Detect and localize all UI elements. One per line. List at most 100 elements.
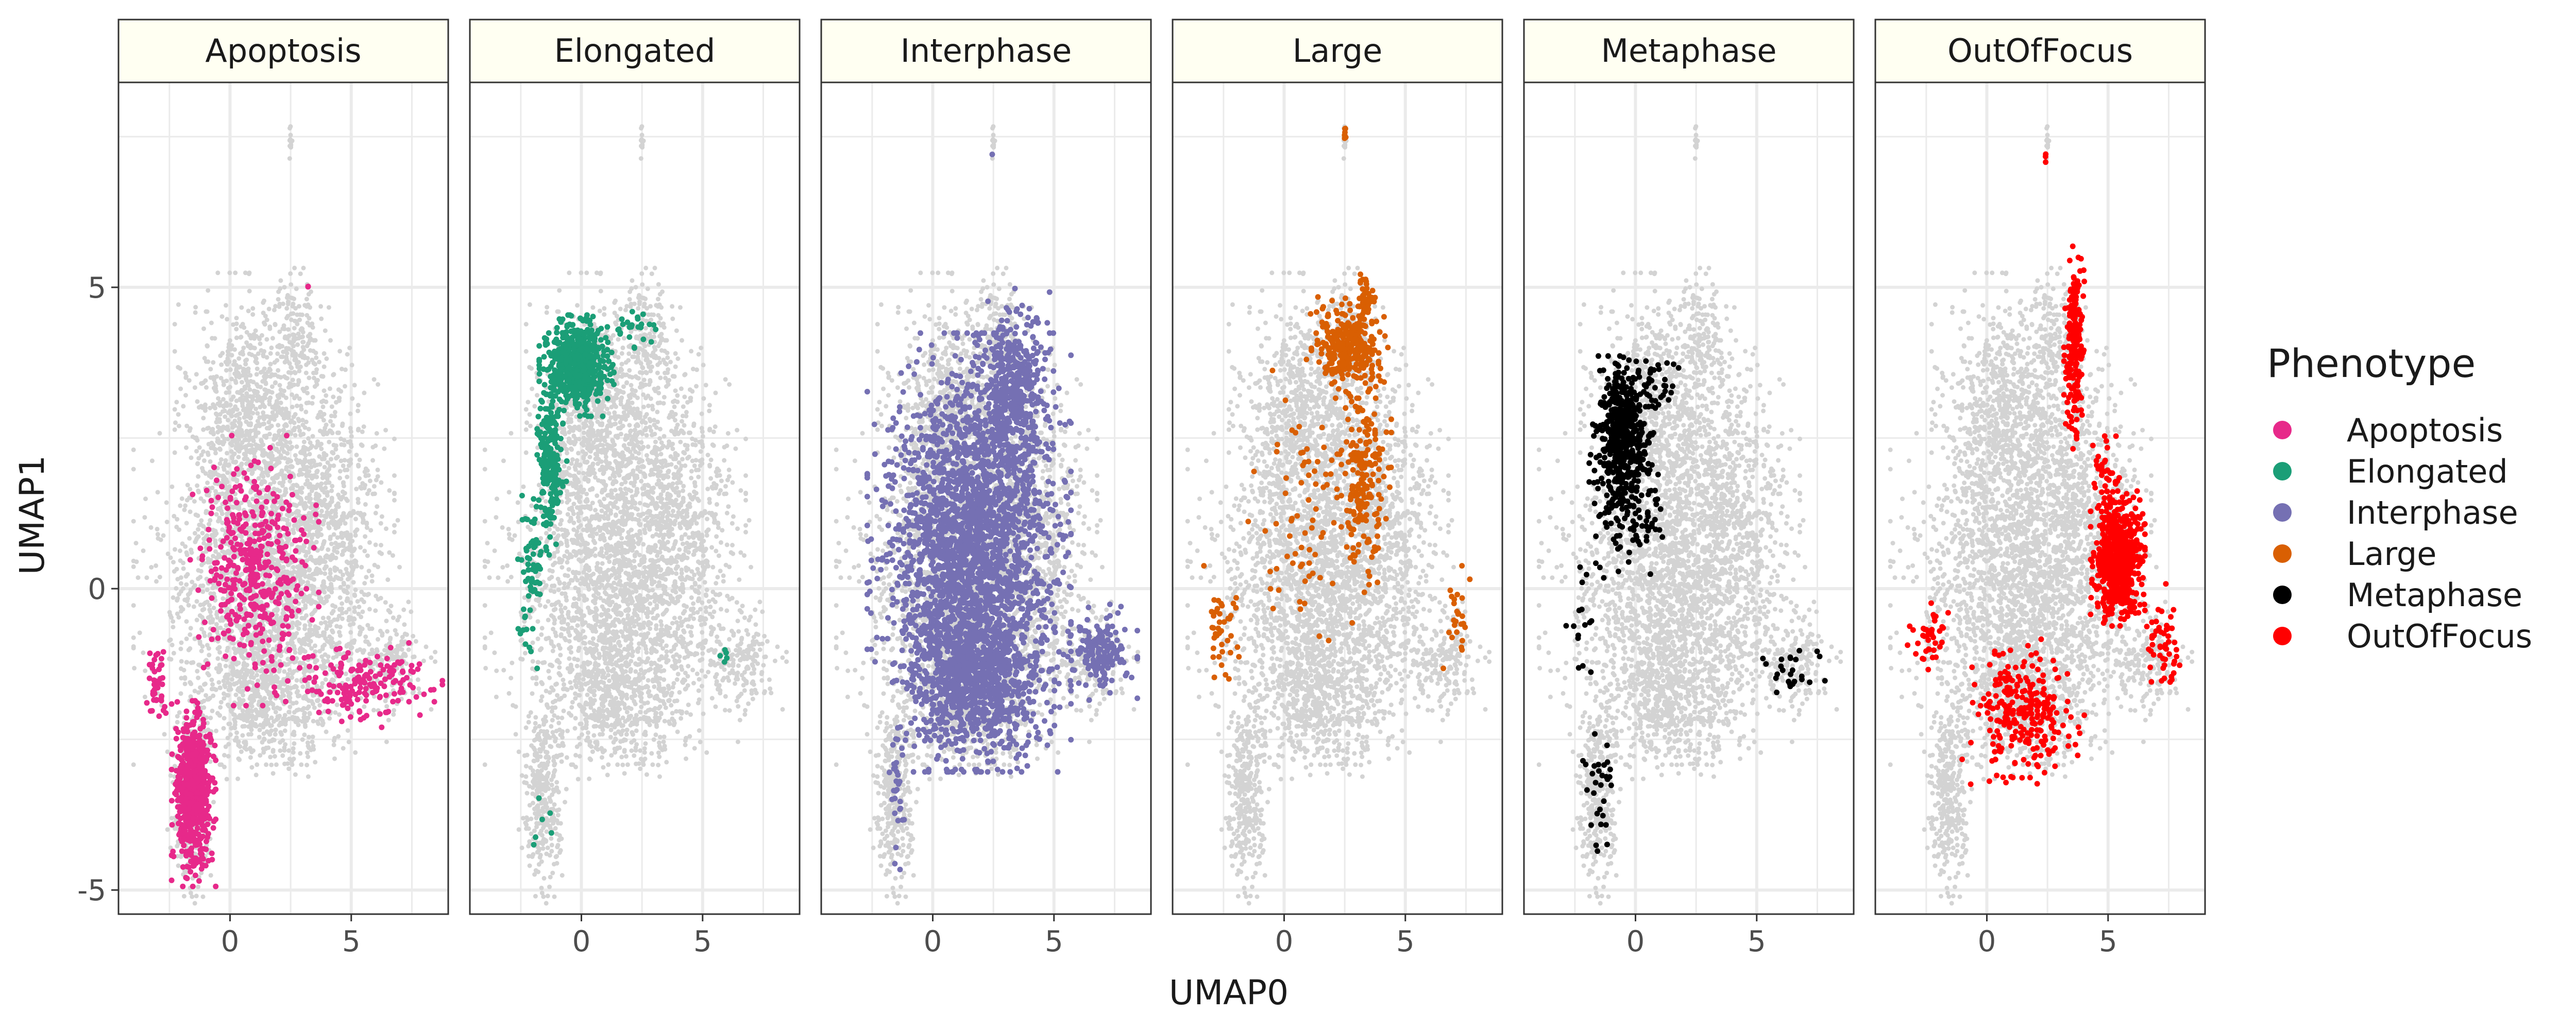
background-point — [323, 571, 327, 576]
background-point — [214, 622, 219, 627]
background-point — [246, 468, 251, 472]
background-point — [303, 409, 308, 414]
background-point — [228, 385, 232, 389]
background-point — [321, 418, 326, 422]
background-point — [362, 390, 366, 395]
background-point — [261, 474, 265, 479]
background-point — [241, 322, 245, 327]
background-point — [362, 424, 366, 429]
background-point — [274, 436, 278, 440]
background-point — [299, 451, 303, 455]
background-point — [173, 322, 177, 327]
background-point — [233, 414, 238, 418]
background-point — [317, 454, 321, 459]
background-point — [291, 428, 296, 433]
background-point — [183, 503, 188, 508]
background-point — [188, 428, 192, 433]
background-point — [251, 380, 256, 384]
background-point — [149, 525, 154, 530]
background-point — [131, 564, 136, 569]
background-point — [178, 548, 182, 553]
background-point — [261, 352, 265, 357]
background-point — [314, 351, 318, 355]
background-point — [177, 527, 181, 532]
background-point — [131, 559, 136, 563]
background-point — [276, 405, 281, 409]
background-point — [308, 452, 312, 456]
background-point — [176, 302, 181, 307]
background-point — [340, 518, 344, 523]
background-point — [328, 386, 332, 391]
background-point — [231, 394, 236, 399]
background-point — [276, 368, 280, 373]
background-point — [255, 367, 260, 371]
background-point — [143, 496, 148, 501]
background-point — [291, 565, 296, 570]
background-point — [351, 511, 356, 516]
background-point — [334, 504, 338, 508]
background-point — [212, 531, 217, 536]
background-point — [175, 567, 179, 572]
background-point — [134, 541, 139, 545]
background-point — [238, 411, 242, 416]
background-point — [354, 487, 359, 491]
background-point — [195, 599, 199, 604]
background-point — [213, 500, 218, 505]
background-point — [300, 486, 304, 490]
background-point — [254, 356, 259, 361]
background-point — [323, 426, 327, 431]
background-point — [259, 370, 263, 375]
background-point — [333, 511, 338, 516]
background-point — [234, 399, 239, 403]
background-point — [239, 335, 244, 339]
background-point — [228, 338, 232, 343]
background-point — [210, 470, 215, 475]
background-point — [283, 489, 287, 494]
background-point — [235, 407, 240, 412]
background-point — [383, 428, 388, 433]
background-point — [161, 533, 166, 538]
background-point — [218, 353, 223, 358]
background-point — [260, 333, 264, 338]
background-point — [280, 344, 284, 349]
background-point — [288, 465, 293, 469]
background-point — [286, 447, 291, 451]
background-point — [273, 380, 278, 385]
background-point — [311, 434, 315, 439]
background-point — [276, 456, 281, 461]
background-point — [249, 353, 254, 357]
background-point — [315, 439, 320, 444]
background-point — [200, 531, 205, 536]
background-point — [178, 503, 182, 508]
background-point — [155, 527, 160, 531]
background-point — [267, 432, 272, 436]
background-point — [295, 444, 299, 449]
background-point — [280, 406, 285, 411]
background-point — [208, 367, 213, 371]
background-point — [131, 519, 136, 524]
background-point — [209, 475, 214, 479]
background-point — [199, 496, 204, 501]
background-point — [241, 352, 245, 356]
background-point — [201, 602, 206, 607]
background-point — [209, 441, 214, 445]
background-point — [211, 360, 215, 365]
background-point — [222, 383, 226, 387]
background-point — [337, 349, 342, 353]
background-point — [187, 536, 192, 541]
background-point — [211, 430, 215, 434]
background-point — [286, 469, 291, 474]
background-point — [205, 310, 210, 314]
background-point — [184, 619, 189, 624]
background-point — [194, 435, 199, 440]
background-point — [231, 460, 236, 465]
background-point — [178, 366, 182, 371]
background-point — [201, 469, 206, 473]
background-point — [324, 503, 329, 507]
background-point — [132, 666, 137, 671]
background-point — [136, 575, 141, 580]
background-point — [216, 438, 221, 442]
background-point — [293, 412, 298, 417]
background-point — [131, 467, 136, 472]
background-point — [353, 517, 358, 521]
